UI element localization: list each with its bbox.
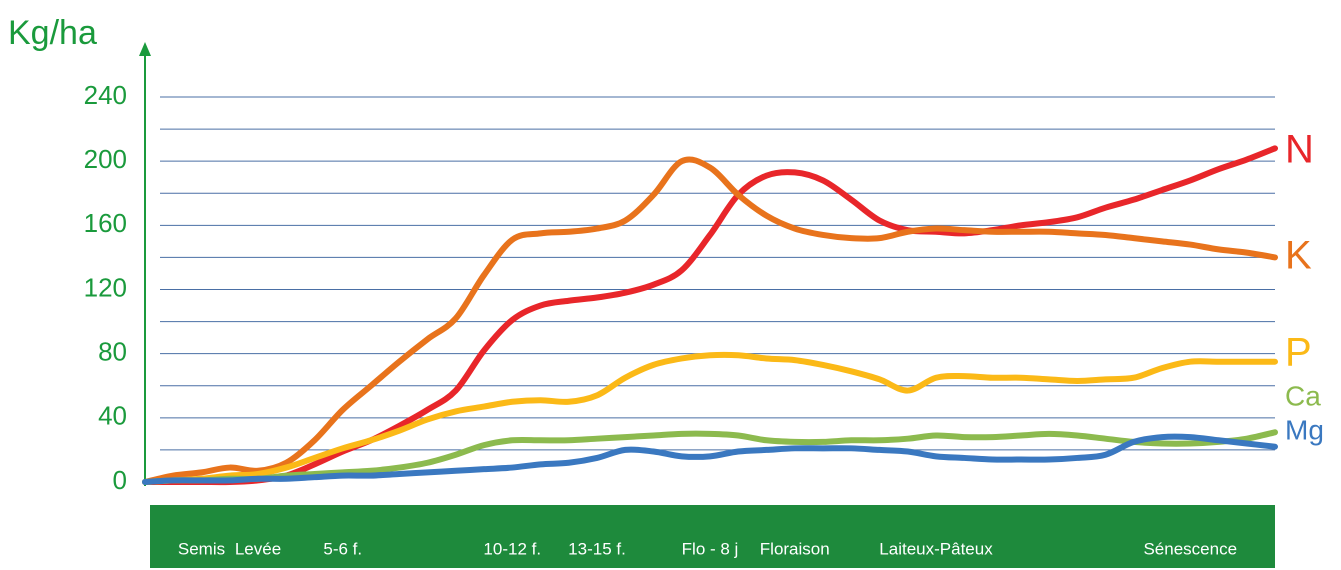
y-tick-label: 160: [84, 208, 127, 238]
series-line: [142, 156, 1278, 485]
x-tick-label: 10-12 f.: [483, 539, 541, 558]
y-axis-label: Kg/ha: [8, 14, 97, 52]
x-tick-label: Sénescence: [1143, 539, 1237, 558]
x-tick-label: Floraison: [760, 539, 830, 558]
legend-label: K: [1285, 234, 1312, 278]
y-tick-label: 80: [98, 337, 127, 367]
legend-label: Mg: [1285, 414, 1324, 445]
y-tick-label: 40: [98, 401, 127, 431]
series-line: [142, 145, 1278, 486]
series-line: [142, 433, 1278, 485]
series-line: [142, 351, 1278, 485]
x-tick-label: Laiteux-Pâteux: [879, 539, 993, 558]
series-line: [142, 429, 1278, 485]
x-tick-label: Flo - 8 j: [682, 539, 739, 558]
stage-band: [150, 505, 1275, 568]
legend-label: P: [1285, 331, 1312, 375]
y-tick-label: 0: [113, 465, 127, 495]
x-tick-label: 5-6 f.: [323, 539, 362, 558]
axis-arrow: [139, 42, 151, 56]
legend-label: Ca: [1285, 380, 1321, 411]
x-tick-label: Levée: [235, 539, 281, 558]
y-tick-label: 240: [84, 80, 127, 110]
y-tick-label: 120: [84, 272, 127, 302]
y-tick-label: 200: [84, 144, 127, 174]
legend-label: N: [1285, 128, 1314, 172]
x-tick-label: Semis: [178, 539, 225, 558]
x-tick-label: 13-15 f.: [568, 539, 626, 558]
